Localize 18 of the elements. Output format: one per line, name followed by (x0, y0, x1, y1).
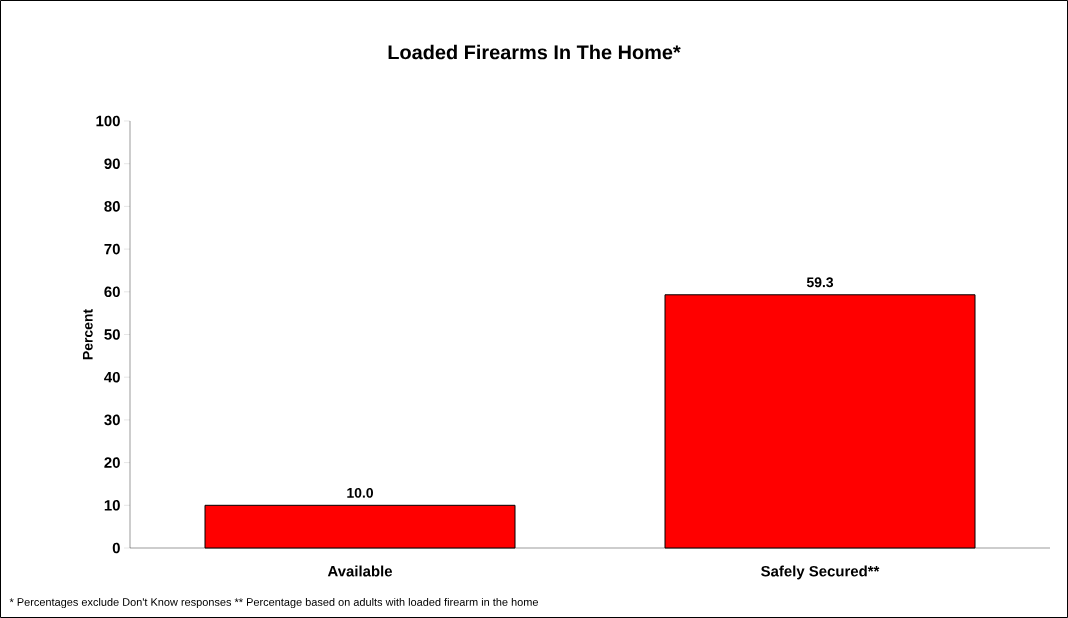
y-tick-label: 30 (104, 414, 120, 426)
y-axis-title: Percent (82, 309, 93, 360)
text: * Percentages exclude Don't Know responses ** Percentage based on adults with loaded firearm in the home (9, 597, 538, 609)
data-label: 10.0 (347, 487, 374, 498)
y-tick-label: 50 (104, 329, 120, 340)
y-tick-label: 0 (112, 542, 120, 554)
data-label: 59.3 (806, 277, 834, 288)
chart-title: Loaded Firearms In The Home* (388, 44, 681, 60)
y-tick-label: 100 (96, 115, 120, 127)
y-tick-label: 40 (104, 371, 120, 383)
y-tick-label: 20 (104, 457, 120, 468)
y-tick-label: 10 (104, 500, 120, 511)
y-tick-label: 80 (104, 201, 120, 212)
y-tick-label: 60 (104, 286, 120, 298)
x-tick-label: Safely Secured** (761, 565, 880, 580)
x-tick-label: Available (327, 565, 393, 577)
y-tick-label: 70 (104, 243, 120, 255)
y-tick-label: 90 (104, 158, 120, 169)
